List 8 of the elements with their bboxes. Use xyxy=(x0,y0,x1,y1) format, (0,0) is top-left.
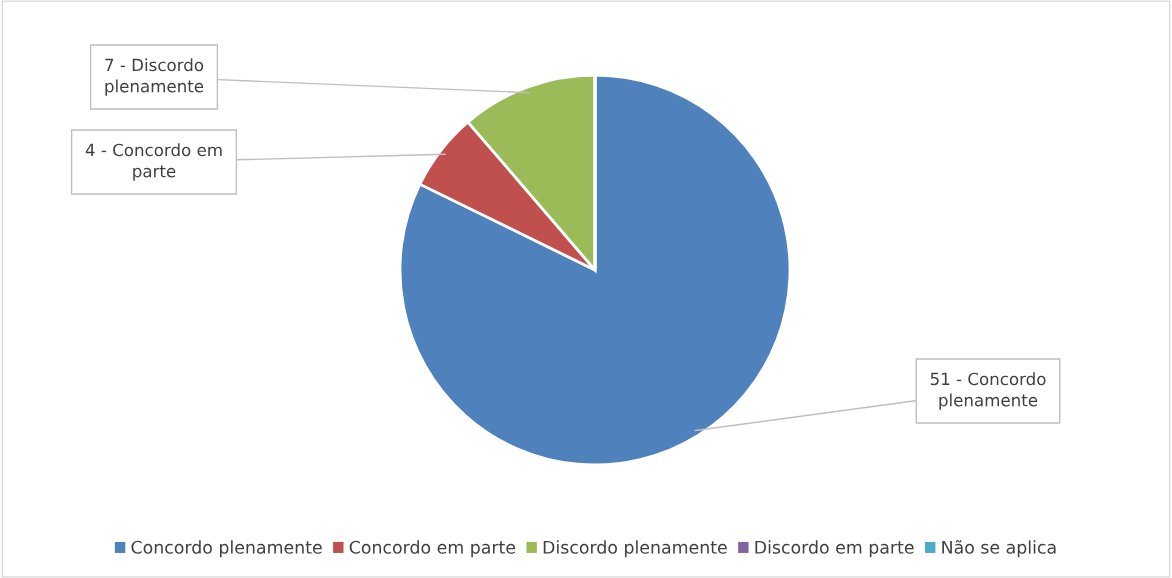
legend-label: Concordo em parte xyxy=(349,540,516,558)
data-label: 51 - Concordo plenamente xyxy=(930,372,1046,410)
legend-label: Não se aplica xyxy=(942,540,1056,558)
legend-label: Concordo plenamente xyxy=(131,540,322,558)
legend-label: Discordo plenamente xyxy=(543,540,727,558)
legend-label: Discordo em parte xyxy=(755,540,914,558)
data-label: 7 - Discordo plenamente xyxy=(105,58,204,96)
data-label: 4 - Concordo em parte xyxy=(85,143,222,181)
